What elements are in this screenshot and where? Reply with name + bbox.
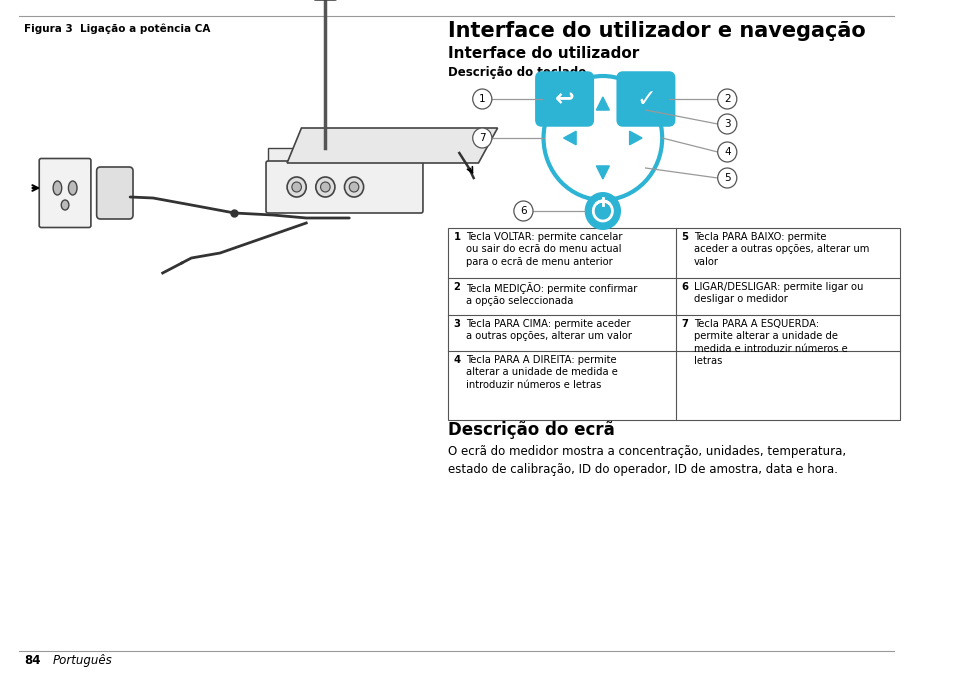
Text: Tecla MEDIÇÃO: permite confirmar
a opção seleccionada: Tecla MEDIÇÃO: permite confirmar a opção… bbox=[465, 282, 637, 306]
Text: Interface do utilizador e navegação: Interface do utilizador e navegação bbox=[447, 21, 864, 41]
Text: 84: 84 bbox=[24, 654, 40, 667]
Ellipse shape bbox=[69, 181, 77, 195]
Text: 4: 4 bbox=[453, 355, 460, 365]
Text: ✓: ✓ bbox=[636, 87, 655, 111]
Text: Tecla PARA A ESQUERDA:
permite alterar a unidade de
medida e introduzir números : Tecla PARA A ESQUERDA: permite alterar a… bbox=[693, 319, 846, 366]
FancyBboxPatch shape bbox=[39, 159, 91, 227]
Circle shape bbox=[320, 182, 330, 192]
Text: Tecla PARA A DIREITA: permite
alterar a unidade de medida e
introduzir números e: Tecla PARA A DIREITA: permite alterar a … bbox=[465, 355, 618, 390]
Text: 1: 1 bbox=[453, 232, 460, 242]
Polygon shape bbox=[596, 166, 609, 179]
Text: Interface do utilizador: Interface do utilizador bbox=[447, 46, 639, 61]
Text: 2: 2 bbox=[453, 282, 460, 292]
Text: 5: 5 bbox=[680, 232, 688, 242]
Text: Figura 3  Ligação a potência CA: Figura 3 Ligação a potência CA bbox=[24, 23, 210, 34]
Circle shape bbox=[717, 168, 736, 188]
Polygon shape bbox=[268, 148, 420, 163]
Polygon shape bbox=[287, 128, 497, 163]
Text: Tecla PARA BAIXO: permite
aceder a outras opções, alterar um
valor: Tecla PARA BAIXO: permite aceder a outra… bbox=[693, 232, 868, 267]
Circle shape bbox=[473, 128, 492, 148]
Text: 6: 6 bbox=[680, 282, 688, 292]
Text: O ecrã do medidor mostra a concentração, unidades, temperatura,
estado de calibr: O ecrã do medidor mostra a concentração,… bbox=[447, 445, 845, 476]
Text: Tecla VOLTAR: permite cancelar
ou sair do ecrã do menu actual
para o ecrã de men: Tecla VOLTAR: permite cancelar ou sair d… bbox=[465, 232, 622, 267]
Text: 1: 1 bbox=[478, 94, 485, 104]
Text: 3: 3 bbox=[453, 319, 460, 329]
Text: 6: 6 bbox=[519, 206, 526, 216]
Text: 7: 7 bbox=[478, 133, 485, 143]
Circle shape bbox=[473, 89, 492, 109]
Circle shape bbox=[717, 89, 736, 109]
FancyBboxPatch shape bbox=[266, 161, 422, 213]
Text: 2: 2 bbox=[723, 94, 730, 104]
Ellipse shape bbox=[53, 181, 62, 195]
Polygon shape bbox=[596, 97, 609, 110]
Circle shape bbox=[292, 182, 301, 192]
Circle shape bbox=[344, 177, 363, 197]
Polygon shape bbox=[563, 131, 576, 145]
Circle shape bbox=[717, 114, 736, 134]
Text: Descrição do ecrã: Descrição do ecrã bbox=[447, 421, 614, 439]
Text: ↩: ↩ bbox=[554, 87, 574, 111]
Bar bbox=[447, 228, 899, 420]
Circle shape bbox=[287, 177, 306, 197]
Circle shape bbox=[543, 76, 661, 200]
Circle shape bbox=[514, 201, 533, 221]
Text: 7: 7 bbox=[680, 319, 687, 329]
Text: Português: Português bbox=[52, 654, 112, 667]
FancyBboxPatch shape bbox=[537, 73, 592, 125]
Circle shape bbox=[315, 177, 335, 197]
Circle shape bbox=[584, 192, 620, 230]
Text: Descrição do teclado: Descrição do teclado bbox=[447, 66, 585, 79]
Polygon shape bbox=[629, 131, 641, 145]
Text: 5: 5 bbox=[723, 173, 730, 183]
Ellipse shape bbox=[61, 200, 69, 210]
Text: Tecla PARA CIMA: permite aceder
a outras opções, alterar um valor: Tecla PARA CIMA: permite aceder a outras… bbox=[465, 319, 631, 341]
FancyBboxPatch shape bbox=[96, 167, 132, 219]
Circle shape bbox=[717, 142, 736, 162]
Circle shape bbox=[349, 182, 358, 192]
Text: LIGAR/DESLIGAR: permite ligar ou
desligar o medidor: LIGAR/DESLIGAR: permite ligar ou desliga… bbox=[693, 282, 862, 304]
FancyBboxPatch shape bbox=[618, 73, 673, 125]
Text: 3: 3 bbox=[723, 119, 730, 129]
Text: 4: 4 bbox=[723, 147, 730, 157]
